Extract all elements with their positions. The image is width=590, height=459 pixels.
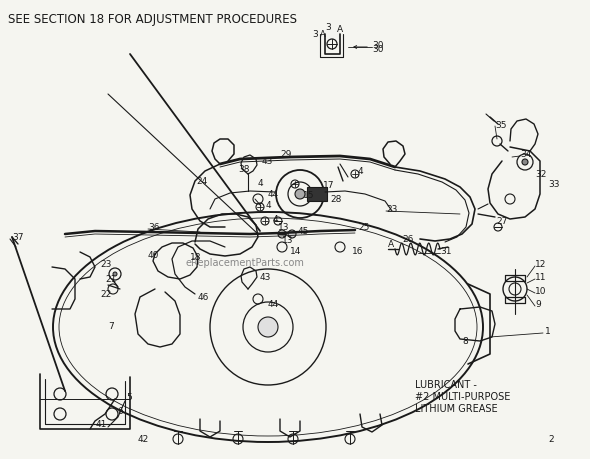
Text: 34: 34 [520,150,532,159]
Text: 41: 41 [96,420,107,429]
Text: 21: 21 [105,275,116,284]
Bar [307,188,327,202]
Text: 14: 14 [290,247,301,256]
Text: 9: 9 [535,300,541,309]
Text: 5: 5 [126,392,132,402]
Text: 12: 12 [535,260,546,269]
Text: 43: 43 [260,273,271,282]
Text: 45: 45 [298,227,309,236]
Text: 35: 35 [495,120,506,129]
Text: 6: 6 [117,407,123,415]
Text: 3: 3 [325,23,331,33]
Text: #2 MULTI-PURPOSE: #2 MULTI-PURPOSE [415,391,510,401]
Text: 10: 10 [535,287,546,296]
Text: 17: 17 [323,181,335,190]
Text: 4: 4 [273,215,278,224]
Text: LITHIUM GREASE: LITHIUM GREASE [415,403,497,413]
Text: 33: 33 [548,180,559,189]
Text: 46: 46 [198,293,209,302]
Text: 37: 37 [12,233,24,242]
Text: 36: 36 [148,223,159,232]
Text: LUBRICANT -: LUBRICANT - [415,379,477,389]
Text: 11: 11 [535,273,546,282]
Text: 23: 23 [386,205,398,214]
Text: 42: 42 [138,435,149,443]
Text: 31: 31 [440,247,451,256]
Text: eReplacementParts.com: eReplacementParts.com [185,257,304,268]
Text: 7: 7 [108,322,114,331]
Text: 15: 15 [303,191,314,200]
Text: A: A [388,240,394,249]
Text: 44: 44 [268,190,279,199]
Text: 28: 28 [330,195,342,204]
Text: 38: 38 [238,165,250,174]
Text: A: A [337,25,343,34]
Text: 13: 13 [278,223,290,232]
Text: 3: 3 [312,30,318,39]
Text: SEE SECTION 18 FOR ADJUSTMENT PROCEDURES: SEE SECTION 18 FOR ADJUSTMENT PROCEDURES [8,13,297,26]
Text: 13: 13 [282,236,293,245]
Text: 1: 1 [545,327,550,336]
Circle shape [113,272,117,276]
Text: A: A [320,30,326,39]
Text: 23: 23 [100,260,112,269]
Text: 4: 4 [358,167,363,176]
Text: 24: 24 [196,177,207,186]
Text: 27: 27 [496,217,507,226]
Text: 22: 22 [100,290,112,299]
Text: 16: 16 [352,247,363,256]
Circle shape [522,160,528,166]
Text: 25: 25 [358,223,369,232]
Text: 4: 4 [266,201,271,210]
Circle shape [288,230,296,239]
Text: 2: 2 [548,435,553,443]
Text: 30: 30 [372,45,384,54]
Circle shape [295,190,305,200]
Text: 4: 4 [258,179,264,188]
Text: 8: 8 [462,337,468,346]
Text: 32: 32 [535,170,546,179]
Text: 26: 26 [402,235,414,244]
Text: 43: 43 [262,157,273,166]
Text: 29: 29 [280,150,291,159]
Text: 44: 44 [268,300,279,309]
Text: 40: 40 [148,250,159,259]
Circle shape [258,317,278,337]
Text: 30: 30 [372,40,384,50]
Text: 18: 18 [190,253,202,262]
